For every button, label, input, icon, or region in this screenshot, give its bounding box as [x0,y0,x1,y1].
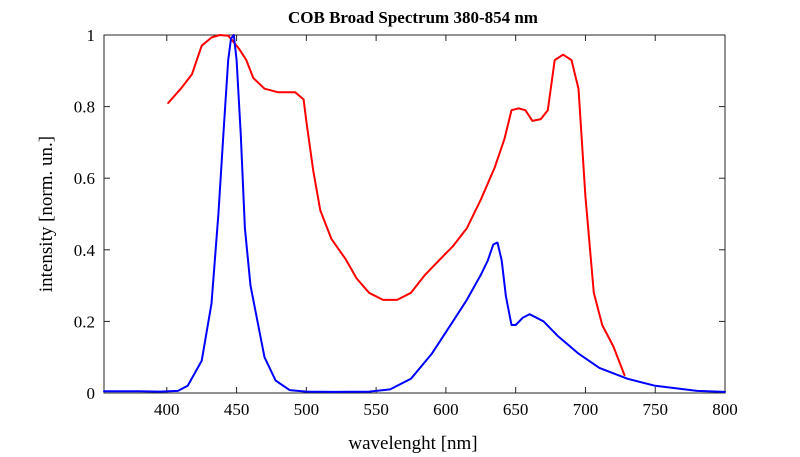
y-tick-label: 0.8 [74,98,95,117]
y-tick-label: 0 [87,384,96,403]
series-line-blue [103,34,726,393]
x-axis-label: wavelenght [nm] [348,433,477,454]
x-tick-label: 400 [154,400,180,419]
plot-frame [103,34,726,394]
y-tick-label: 0.2 [74,312,95,331]
series-line-red [167,34,626,377]
x-tick-label: 500 [294,400,320,419]
x-tick-label: 650 [503,400,529,419]
series-layer [103,34,726,393]
axes: 400 450 500 550 600 650 700 750 800 0 0.2 0.4 0.6 0.8… [74,26,738,419]
x-tick-label: 750 [642,400,668,419]
y-tick-label: 0.4 [74,241,96,260]
y-axis-label: intensity [norm. un.] [36,136,57,292]
x-tick-label: 450 [224,400,250,419]
x-tick-label: 700 [573,400,599,419]
x-tick-label: 600 [433,400,459,419]
y-tick-label: 0.6 [74,169,95,188]
x-tick-label: 550 [363,400,389,419]
x-tick-label: 800 [712,400,738,419]
chart-title: COB Broad Spectrum 380-854 nm [288,8,538,27]
y-tick-label: 1 [87,26,96,45]
